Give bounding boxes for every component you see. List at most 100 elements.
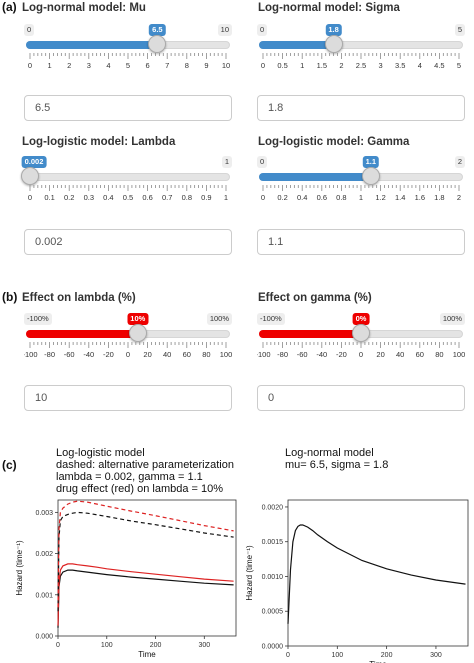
- slider-tick-label: 5: [126, 61, 130, 70]
- mu-input[interactable]: 6.5: [24, 95, 232, 121]
- slider-tick-label: 0: [28, 61, 32, 70]
- series-line-1: [287, 524, 466, 624]
- slider-tick-label: 2: [67, 61, 71, 70]
- slider-ticks: -100 -80 -60 -40 -20 0 20 40 60 80 100: [257, 342, 465, 359]
- y-tick-label: 0.0000: [262, 644, 284, 651]
- slider-tick-label: 1.5: [317, 61, 327, 70]
- slider-tick-label: 0.5: [277, 61, 287, 70]
- panel-a-letter: (a): [2, 0, 17, 14]
- slider-max-label: 1: [221, 156, 232, 168]
- slider-tick-label: 4: [106, 61, 110, 70]
- lambda-slider[interactable]: 0 1 0.002 0 0.1 0.2 0.3 0.4 0.5 0.6 0.7 0.8 0.9 1: [21, 156, 232, 206]
- slider-max-label: 5: [454, 24, 465, 36]
- series-line-2: [57, 563, 234, 626]
- mu-slider[interactable]: 0 10 6.5 0 1 2 3 4 5 6 7 8 9 10: [24, 24, 232, 74]
- slider-min-label: 0: [24, 24, 35, 36]
- sigma-input[interactable]: 1.8: [257, 95, 465, 121]
- series-line-3: [57, 511, 234, 612]
- slider-tick-label: 4.5: [434, 61, 444, 70]
- slider-tick-label: 0: [261, 193, 265, 202]
- slider-tick-label: 0.1: [44, 193, 54, 202]
- x-tick-label: 100: [331, 652, 343, 659]
- slider-handle[interactable]: [352, 324, 370, 342]
- slider-min-label: 0: [257, 156, 268, 168]
- slider-tick-label: -100: [257, 350, 271, 359]
- slider-handle[interactable]: [21, 167, 40, 185]
- slider-tick-label: 40: [396, 350, 404, 359]
- slider-tick-label: 4: [418, 61, 422, 70]
- slider-tick-label: 3: [87, 61, 91, 70]
- slider-tick-label: 0.2: [64, 193, 74, 202]
- slider-tick-label: -40: [316, 350, 327, 359]
- slider-value-label: 1.1: [362, 156, 380, 168]
- y-tick-label: 0.002: [35, 551, 53, 558]
- effect-gamma-slider[interactable]: -100% 100% 0% -100 -80 -60 -40 -20 0 20 40 60 80 100: [257, 313, 465, 363]
- y-axis-label: Hazard (time⁻¹): [15, 540, 24, 596]
- slider-tick-label: 1.2: [375, 193, 385, 202]
- slider-tick-label: -80: [277, 350, 288, 359]
- slider-tick-label: 0.4: [103, 193, 113, 202]
- slider-tick-label: 60: [416, 350, 424, 359]
- slider-handle[interactable]: [361, 167, 380, 185]
- y-tick-label: 0.0015: [262, 539, 284, 546]
- slider-handle[interactable]: [148, 35, 167, 53]
- slider-tick-label: 7: [165, 61, 169, 70]
- slider-tick-label: -20: [103, 350, 114, 359]
- y-tick-label: 0.001: [35, 592, 53, 599]
- slider-handle[interactable]: [128, 324, 147, 342]
- gamma-slider[interactable]: 0 2 1.1 0 0.2 0.4 0.6 0.8 1 1.2 1.4 1.6 1.8 2: [257, 156, 465, 206]
- panel-b-letter: (b): [2, 290, 18, 304]
- slider-max-label: 100%: [206, 313, 232, 325]
- slider-fill: [259, 173, 371, 181]
- lognormal-hazard-chart: 0.0000 0.0005 0.0010 0.0015 0.0020 0 100 200 300…: [245, 499, 469, 663]
- slider-tick-label: 1.4: [395, 193, 405, 202]
- slider-tick-label: 100: [453, 350, 465, 359]
- lambda-label: Log-logistic model: Lambda: [22, 136, 176, 148]
- gamma-label: Log-logistic model: Gamma: [258, 136, 410, 148]
- slider-ticks: 0 0.2 0.4 0.6 0.8 1 1.2 1.4 1.6 1.8 2: [261, 185, 461, 202]
- x-tick-label: 300: [430, 652, 442, 659]
- sigma-slider[interactable]: 0 5 1.8 0 0.5 1 1.5 2 2.5 3 3.5 4 4.5 5: [257, 24, 465, 74]
- mu-label: Log-normal model: Mu: [22, 2, 146, 14]
- slider-tick-label: 0.9: [201, 193, 211, 202]
- slider-tick-label: 0.4: [297, 193, 307, 202]
- loglogistic-title: Log-logistic model dashed: alternative p…: [56, 447, 234, 495]
- slider-tick-label: 40: [163, 350, 171, 359]
- slider-fill: [26, 41, 158, 49]
- y-tick-label: 0.003: [35, 510, 53, 517]
- slider-value-label: 6.5: [149, 24, 166, 36]
- slider-ticks: 0 1 2 3 4 5 6 7 8 9 10: [28, 53, 230, 70]
- slider-tick-label: 9: [204, 61, 208, 70]
- y-tick-label: 0.0005: [262, 609, 284, 616]
- slider-tick-label: 100: [220, 350, 232, 359]
- slider-fill: [26, 330, 138, 338]
- gamma-input[interactable]: 1.1: [257, 229, 465, 255]
- slider-tick-label: 1.8: [434, 193, 444, 202]
- slider-handle[interactable]: [324, 35, 343, 53]
- lambda-input[interactable]: 0.002: [24, 229, 232, 255]
- slider-track[interactable]: [26, 173, 230, 181]
- slider-tick-label: 2: [457, 193, 461, 202]
- slider-tick-label: 1.6: [415, 193, 425, 202]
- slider-tick-label: 0: [126, 350, 130, 359]
- y-tick-label: 0.0010: [262, 574, 284, 581]
- y-tick-label: 0.0020: [262, 504, 284, 511]
- slider-tick-label: 5: [457, 61, 461, 70]
- slider-tick-label: 8: [185, 61, 189, 70]
- slider-tick-label: 3.5: [395, 61, 405, 70]
- series-line-1: [57, 569, 234, 628]
- slider-tick-label: 80: [435, 350, 443, 359]
- effect-lambda-slider[interactable]: -100% 100% 10% -100 -80 -60 -40 -20 0 20 40 60 80 100: [24, 313, 232, 363]
- slider-tick-label: -20: [336, 350, 347, 359]
- slider-min-label: 0: [257, 24, 268, 36]
- effect-gamma-input[interactable]: 0: [257, 385, 465, 411]
- slider-tick-label: 3: [379, 61, 383, 70]
- slider-ticks: 0 0.1 0.2 0.3 0.4 0.5 0.6 0.7 0.8 0.9 1: [28, 185, 228, 202]
- effect-lambda-input[interactable]: 10: [24, 385, 232, 411]
- slider-tick-label: 0.6: [317, 193, 327, 202]
- slider-max-label: 100%: [439, 313, 465, 325]
- slider-tick-label: 0.3: [84, 193, 94, 202]
- slider-ticks: 0 0.5 1 1.5 2 2.5 3 3.5 4 4.5 5: [261, 53, 461, 70]
- slider-fill: [259, 330, 361, 338]
- x-tick-label: 200: [381, 652, 393, 659]
